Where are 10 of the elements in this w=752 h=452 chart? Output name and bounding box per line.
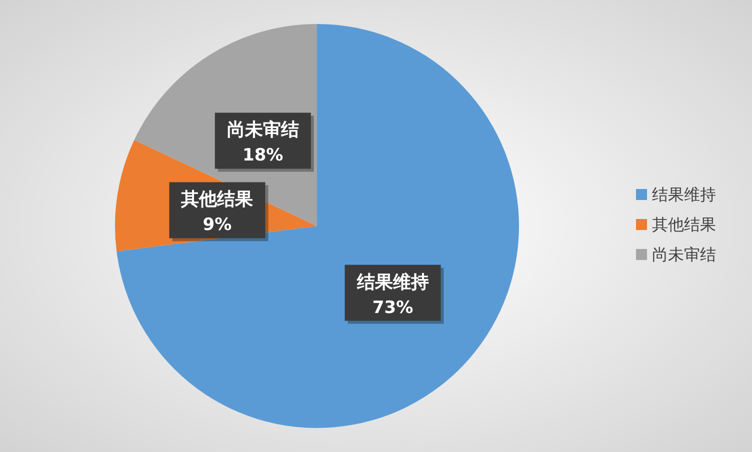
legend-label: 结果维持: [652, 185, 716, 204]
data-label: 9%: [202, 215, 232, 236]
slice-label: 其他结果: [180, 189, 254, 210]
slice-label: 尚未审结: [226, 120, 299, 141]
legend-label: 尚未审结: [652, 245, 716, 264]
data-label: 18%: [242, 146, 284, 166]
data-label: 73%: [372, 298, 414, 318]
pie-slice: [116, 24, 519, 428]
slice-label: 结果维持: [356, 272, 429, 293]
legend-label: 其他结果: [652, 215, 716, 234]
